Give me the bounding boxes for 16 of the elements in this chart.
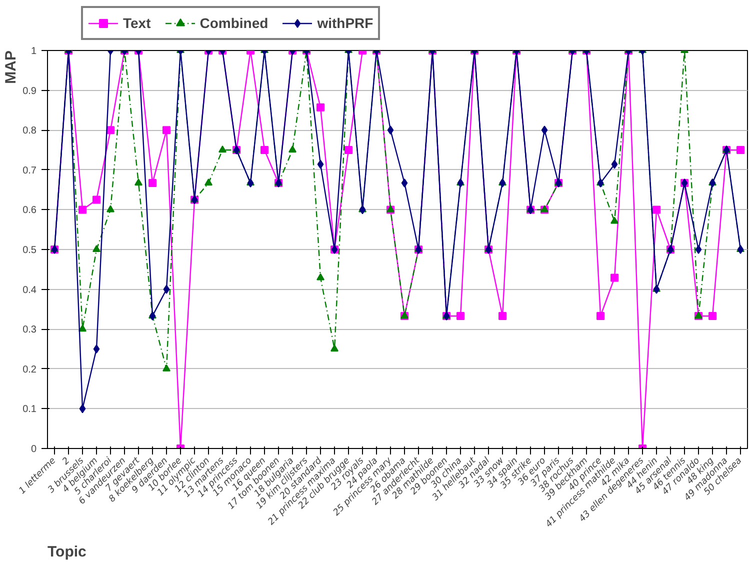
legend-label: withPRF — [317, 15, 374, 31]
y-axis-title: MAP — [2, 50, 20, 84]
y-tick-label: 0 — [30, 444, 37, 455]
y-tick-label: 0.1 — [22, 404, 37, 416]
y-tick-label: 0.4 — [22, 284, 37, 296]
legend-label: Text — [123, 15, 151, 31]
y-tick-label: 1 — [30, 46, 37, 57]
y-tick-label: 0.7 — [22, 165, 37, 176]
y-tick-label: 0.8 — [22, 126, 37, 137]
y-tick-label: 0.5 — [22, 245, 37, 256]
y-tick-label: 0.2 — [22, 364, 37, 376]
y-tick-label: 0.6 — [22, 205, 37, 216]
x-axis-title: Topic — [48, 544, 86, 560]
legend-label: Combined — [200, 15, 268, 31]
y-tick-label: 0.3 — [22, 324, 37, 336]
y-tick-label: 0.9 — [22, 86, 37, 97]
